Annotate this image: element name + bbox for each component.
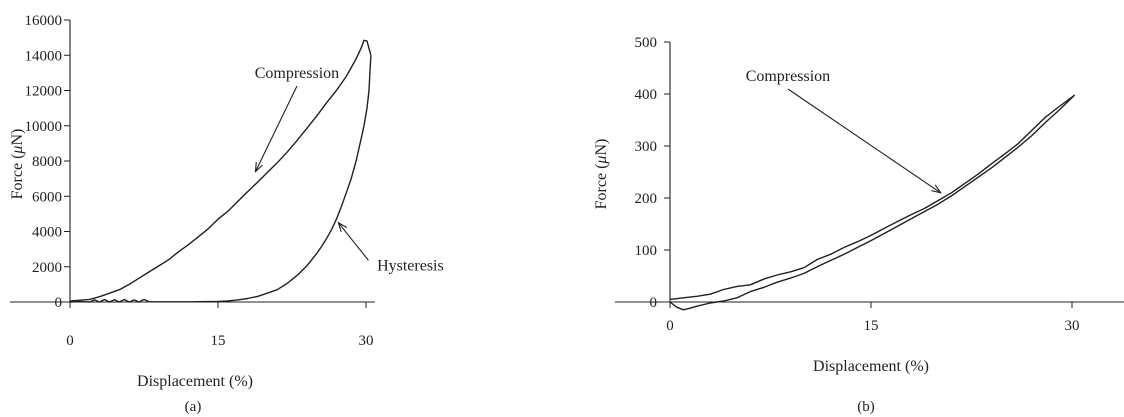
chart-b-annotation-0-arrow — [787, 88, 941, 193]
chart-a-ytick-label: 4000 — [32, 225, 62, 241]
chart-b: 0 100 200 300 400 500 0 15 30 Compression Displ… — [593, 35, 1124, 415]
chart-b-series-0-line — [669, 94, 1076, 301]
chart-b-panel-label: (b) — [857, 399, 875, 415]
chart-b-y-axis-label-mu: μ — [593, 156, 610, 165]
chart-b-ytick-label: 500 — [635, 35, 658, 51]
chart-a-y-axis-label-prefix: Force ( — [9, 154, 26, 200]
chart-a-ytick-label: 8000 — [32, 154, 62, 170]
chart-a-xtick-label: 0 — [66, 333, 74, 349]
chart-a-series-1-line — [69, 55, 372, 303]
chart-a-xtick-label: 30 — [359, 333, 374, 349]
chart-b-y-axis-label: Force (μN) — [593, 139, 610, 210]
chart-a-x-axis-label: Displacement (%) — [137, 373, 253, 390]
chart-b-ytick-label: 400 — [635, 87, 658, 103]
chart-b-ytick-label: 200 — [635, 191, 658, 207]
chart-b-y-axis-label-suffix: N) — [593, 139, 610, 156]
chart-a-ytick-label: 0 — [55, 295, 63, 311]
chart-a-ytick-label: 14000 — [25, 48, 63, 64]
chart-a-ytick-label: 2000 — [32, 260, 62, 276]
chart-b-annotation-0: Compression — [746, 68, 830, 85]
chart-b-xtick-label: 30 — [1065, 318, 1080, 334]
chart-b-ytick-label: 300 — [635, 139, 658, 155]
chart-a-annotation-0: Compression — [255, 65, 339, 82]
chart-b-xtick-label: 15 — [864, 318, 879, 334]
chart-a-series-0-line — [69, 39, 372, 302]
chart-a-y-axis-label-suffix: N) — [9, 129, 26, 146]
chart-b-xaxis: 0 15 30 — [615, 301, 1124, 334]
chart-b-ytick-label: 0 — [650, 295, 658, 311]
chart-b-y-axis-label-prefix: Force ( — [593, 164, 610, 210]
chart-a-ytick-label: 10000 — [25, 119, 63, 135]
chart-b-yaxis: 0 100 200 300 400 500 — [635, 35, 671, 311]
chart-a-yaxis: 0 2000 4000 6000 8000 10000 12000 14000 16000 — [25, 13, 71, 311]
chart-a-y-axis-label: Force (μN) — [9, 129, 26, 200]
chart-a-annotation-1: Hysteresis — [377, 257, 444, 274]
chart-a-xtick-label: 15 — [211, 333, 226, 349]
chart-a-y-axis-label-mu: μ — [9, 146, 26, 155]
chart-a-ytick-label: 12000 — [25, 84, 63, 100]
chart-a-annotation-1-arrow — [338, 223, 369, 261]
chart-b-xtick-label: 0 — [666, 318, 674, 334]
chart-a-ytick-label: 6000 — [32, 189, 62, 205]
chart-b-series-1-line — [669, 94, 1076, 311]
chart-a-annotation-0-arrow — [255, 85, 298, 171]
chart-b-x-axis-label: Displacement (%) — [813, 358, 929, 375]
chart-a: 0 2000 4000 6000 8000 10000 12000 14000 16000 0 1… — [9, 13, 444, 415]
chart-a-xaxis: 0 15 30 — [10, 301, 375, 349]
chart-a-ytick-label: 16000 — [25, 13, 63, 29]
chart-b-ytick-label: 100 — [635, 243, 658, 259]
chart-a-panel-label: (a) — [185, 399, 202, 415]
